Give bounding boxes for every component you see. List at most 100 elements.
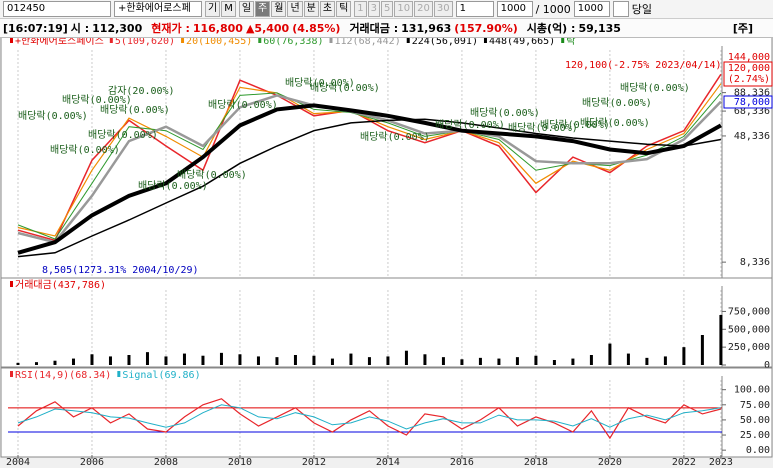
legend-swatch bbox=[483, 38, 487, 43]
volume-bar bbox=[367, 357, 371, 365]
amount-pct: (157.90%) bbox=[454, 21, 518, 35]
annotation: 배당락(0.00%) bbox=[582, 97, 652, 109]
series-line bbox=[17, 83, 722, 237]
open-price: 112,300 bbox=[92, 21, 143, 35]
x-tick-label: 2018 bbox=[524, 457, 548, 468]
y-tick-label: 750,000 bbox=[728, 306, 770, 317]
x-tick-label: 2022 bbox=[672, 457, 696, 468]
cap: 59,135 bbox=[578, 21, 621, 35]
legend-swatch bbox=[329, 38, 333, 43]
period-tab[interactable]: 일 bbox=[238, 1, 255, 17]
volume-bar bbox=[441, 357, 445, 365]
checkbox[interactable] bbox=[612, 1, 629, 17]
legend-label: 락 bbox=[566, 38, 575, 47]
annotation: 배당락(0.00%) bbox=[620, 82, 690, 94]
interval-buttons: 1 3 5 10 20 30 bbox=[354, 1, 453, 17]
legend-label: 112(68,442) bbox=[335, 38, 401, 47]
period-tab[interactable]: 틱 bbox=[336, 1, 352, 17]
volume-bar bbox=[182, 353, 186, 365]
y-tick-label: 75.00 bbox=[740, 400, 770, 411]
price-box-label: (2.74%) bbox=[728, 74, 770, 85]
legend-label: 거래대금(437,786) bbox=[15, 279, 106, 291]
legend-label: 5(109,620) bbox=[115, 38, 175, 47]
period-tab[interactable]: 분 bbox=[303, 1, 319, 17]
annotation: 배당락(0.00%) bbox=[435, 119, 505, 131]
volume-bar bbox=[238, 354, 242, 365]
current-label: 현재가 : bbox=[151, 22, 190, 35]
stock-code-input[interactable]: 012450 bbox=[3, 1, 111, 17]
volume-bar bbox=[515, 357, 519, 365]
annotation: 배당락(0.00%) bbox=[310, 82, 380, 94]
legend-label: 20(100,455) bbox=[186, 38, 252, 47]
x-tick-label: 2020 bbox=[598, 457, 622, 468]
legend-label: +한화에어로스페이스 bbox=[15, 38, 104, 47]
change-pct: (4.85%) bbox=[292, 21, 341, 35]
interval-button[interactable]: 5 bbox=[381, 1, 394, 17]
volume-bar bbox=[552, 360, 556, 365]
amount: 131,963 bbox=[401, 21, 452, 35]
x-tick-label: 2010 bbox=[228, 457, 252, 468]
volume-bar bbox=[645, 357, 649, 365]
period-tab[interactable]: 초 bbox=[319, 1, 336, 17]
current-price: 116,800 bbox=[192, 21, 243, 35]
legend-swatch bbox=[561, 38, 565, 43]
legend-swatch bbox=[10, 281, 13, 287]
volume-bar bbox=[201, 355, 205, 365]
interval-button[interactable]: 3 bbox=[367, 1, 381, 17]
volume-bar bbox=[219, 352, 223, 365]
annotation: 배당락(0.00%) bbox=[360, 131, 430, 143]
volume-bar bbox=[719, 315, 723, 365]
annotation: 배당락(0.00%) bbox=[508, 122, 578, 134]
legend-swatch bbox=[10, 371, 13, 377]
display-count[interactable]: 1000 bbox=[573, 1, 610, 17]
series-line bbox=[17, 92, 722, 240]
tool-button[interactable]: 기 bbox=[205, 1, 221, 17]
annotation: 감자(20.00%) bbox=[108, 85, 175, 97]
legend-label: 448(49,665) bbox=[489, 38, 555, 47]
menu[interactable]: [주] bbox=[732, 22, 753, 35]
open-label: 시 : bbox=[70, 22, 90, 35]
x-tick-label: 2012 bbox=[302, 457, 326, 468]
volume-bar bbox=[293, 355, 297, 365]
annotation: 배당락(0.00%) bbox=[470, 107, 540, 119]
annotation: 8,505(1273.31% 2004/10/29) bbox=[42, 265, 199, 276]
count-input[interactable]: 1000 bbox=[496, 1, 533, 17]
volume-bar bbox=[682, 347, 686, 365]
x-tick-label: 2023 bbox=[709, 457, 733, 468]
volume-bar bbox=[589, 355, 593, 365]
change: ▲5,400 bbox=[245, 21, 290, 35]
price-box-label: 78,000 bbox=[734, 97, 770, 108]
annotation: 배당락(0.00%) bbox=[580, 117, 650, 129]
y-tick-label: 250,000 bbox=[728, 342, 770, 353]
series-line bbox=[17, 103, 722, 255]
stock-name-input[interactable]: +한화에어로스페 bbox=[114, 1, 202, 17]
legend-swatch bbox=[181, 38, 185, 43]
volume-bar bbox=[330, 358, 334, 365]
pane-background bbox=[0, 367, 773, 458]
period-tab[interactable]: 년 bbox=[287, 1, 303, 17]
series-line bbox=[17, 73, 722, 242]
x-tick-label: 2014 bbox=[376, 457, 400, 468]
count-total: / 1000 bbox=[535, 2, 571, 16]
annotation: 배당락(0.00%) bbox=[50, 144, 120, 156]
y-tick-label: 8,336 bbox=[740, 257, 770, 268]
cap-label: 시총(억) : bbox=[526, 22, 576, 35]
interval-button[interactable]: 30 bbox=[433, 1, 453, 17]
y-tick-label: 50.00 bbox=[740, 415, 770, 426]
volume-bar bbox=[145, 352, 149, 365]
volume-bar bbox=[700, 335, 704, 365]
price-box-label: 120,000 bbox=[728, 63, 770, 74]
period-tab[interactable]: 주 bbox=[255, 1, 271, 17]
interval-select[interactable]: 1 bbox=[455, 1, 494, 17]
volume-bar bbox=[127, 355, 131, 365]
period-tab[interactable]: 월 bbox=[271, 1, 287, 17]
interval-button[interactable]: 10 bbox=[394, 1, 414, 17]
tool-button[interactable]: M bbox=[221, 1, 236, 17]
annotation: 배당락(0.00%) bbox=[177, 169, 247, 181]
interval-button[interactable]: 1 bbox=[354, 1, 367, 17]
interval-button[interactable]: 20 bbox=[414, 1, 433, 17]
volume-bar bbox=[478, 357, 482, 365]
volume-bar bbox=[164, 356, 168, 365]
